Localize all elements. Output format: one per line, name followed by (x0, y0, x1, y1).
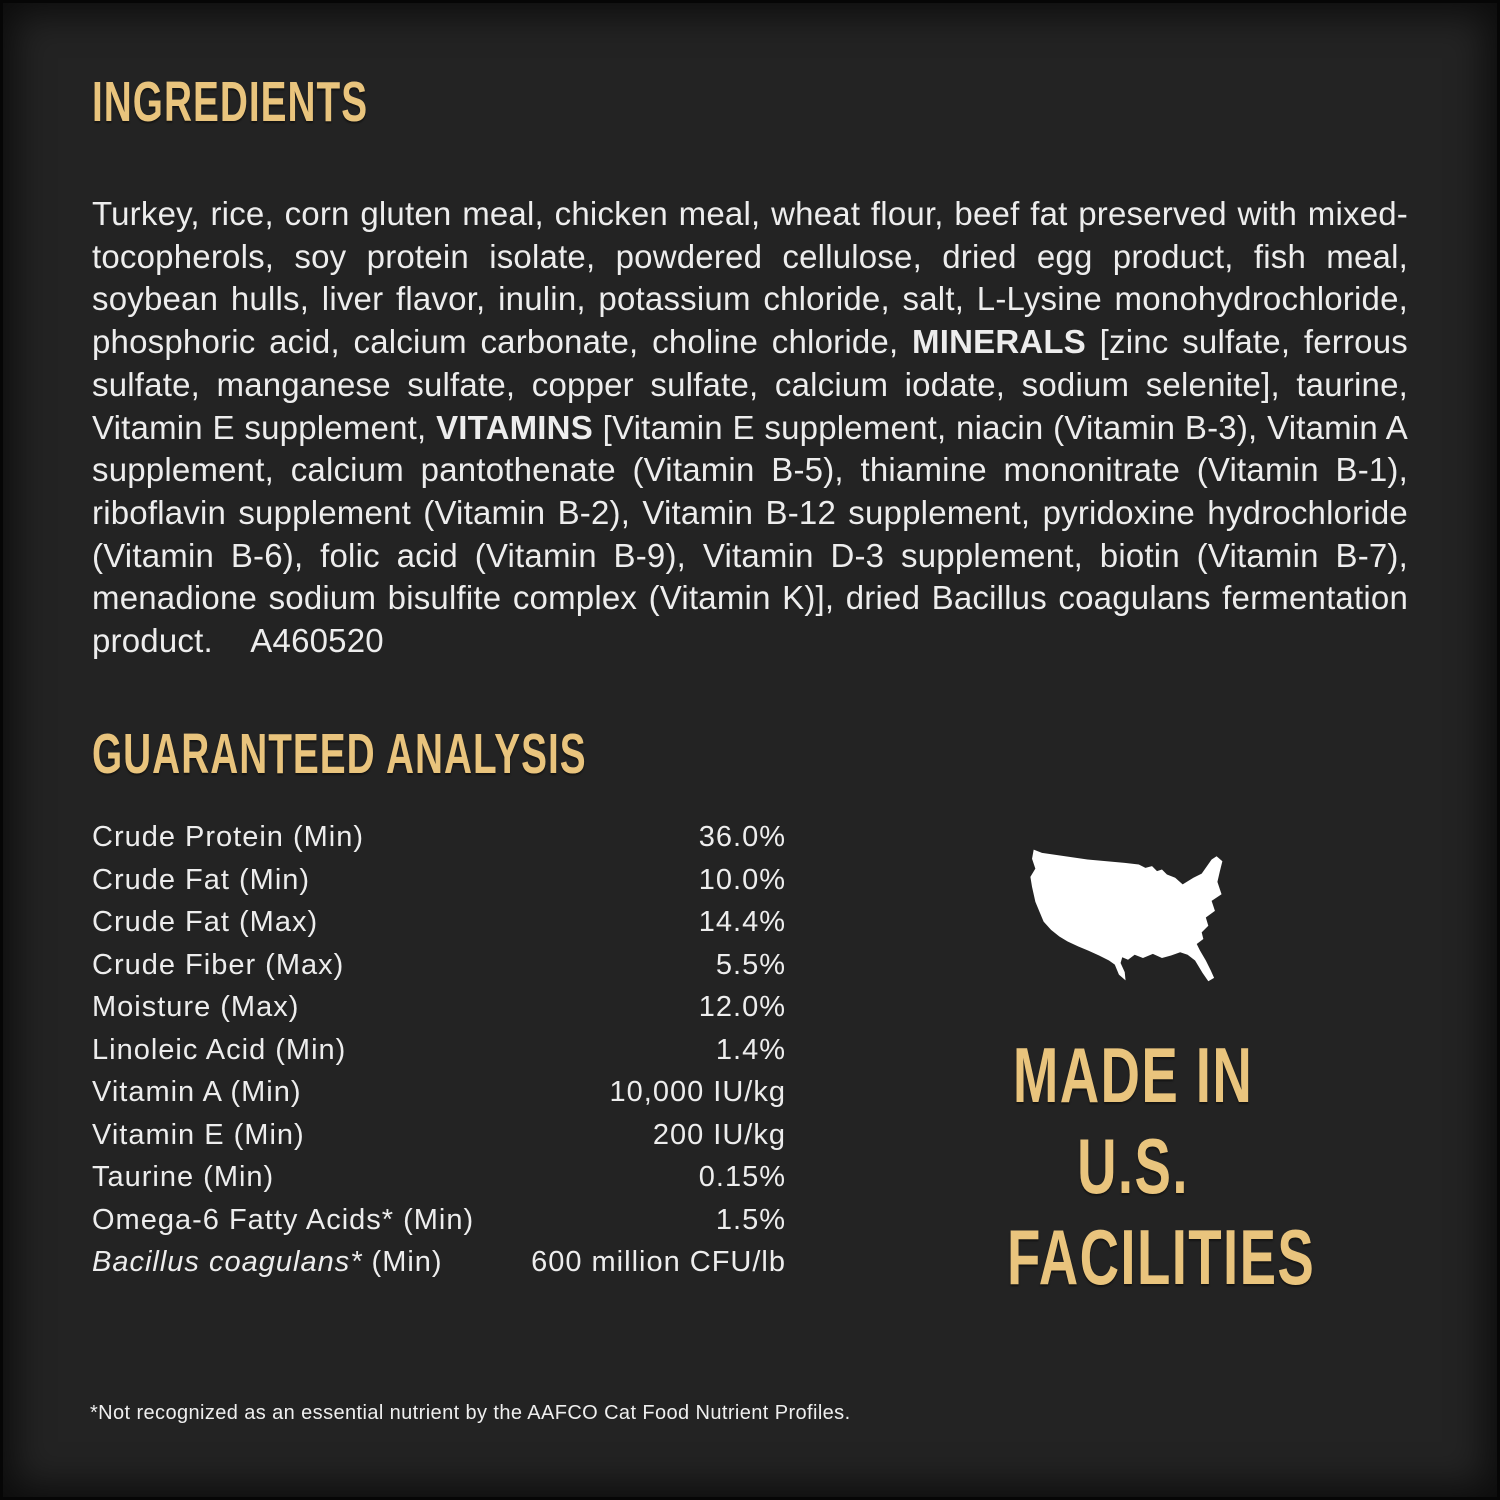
analysis-label: Crude Protein (Min) (92, 816, 364, 859)
analysis-row: Crude Fat (Min) 10.0% (92, 859, 786, 902)
analysis-label: Taurine (Min) (92, 1156, 274, 1199)
analysis-row: Omega-6 Fatty Acids* (Min) 1.5% (92, 1199, 786, 1242)
analysis-label: Vitamin E (Min) (92, 1114, 305, 1157)
analysis-label-text: Omega-6 Fatty Acids* (Min) (92, 1203, 475, 1236)
ingredients-category-label: MINERALS (912, 323, 1086, 361)
ingredients-run: Turkey, rice, corn gluten meal, chicken … (92, 195, 1408, 361)
analysis-label-text: (Min) (362, 1246, 443, 1278)
analysis-label: Crude Fat (Max) (92, 901, 318, 944)
guaranteed-analysis-heading: GUARANTEED ANALYSIS (92, 722, 587, 786)
analysis-value: 5.5% (715, 948, 786, 981)
ingredients-heading: INGREDIENTS (92, 70, 369, 134)
analysis-label-text: Taurine (Min) (92, 1161, 275, 1193)
ingredients-category-label: VITAMINS (436, 408, 593, 446)
analysis-label-text: Crude Protein (Min) (92, 821, 365, 853)
analysis-label: Bacillus coagulans* (Min) (92, 1241, 443, 1284)
analysis-row: Moisture (Max) 12.0% (92, 986, 786, 1029)
made-in-line: MADE IN (1012, 1031, 1254, 1119)
analysis-row: Vitamin E (Min) 200 IU/kg (92, 1114, 786, 1157)
ingredients-run: [zinc sulfate, ferrous sulfate, manganes… (92, 323, 1408, 446)
analysis-row: Bacillus coagulans* (Min) 600 million CFU… (92, 1241, 786, 1284)
analysis-value: 36.0% (698, 821, 786, 853)
usa-map-icon (1030, 849, 1223, 982)
analysis-value: 10.0% (698, 863, 786, 896)
analysis-label-text: Crude Fiber (Max) (92, 948, 345, 981)
analysis-row: Crude Fat (Max) 14.4% (92, 901, 786, 944)
made-in-text: MADE IN U.S. FACILITIES (953, 1030, 1316, 1303)
analysis-value: 200 IU/kg (652, 1118, 786, 1151)
made-in-line: U.S. (1077, 1122, 1189, 1210)
ingredients-run: [Vitamin E supplement, niacin (Vitamin B… (92, 408, 1408, 660)
analysis-label-text: Crude Fat (Min) (92, 863, 311, 896)
analysis-value: 1.5% (715, 1203, 786, 1236)
made-in-line: FACILITIES (1007, 1213, 1316, 1301)
analysis-row: Crude Fiber (Max) 5.5% (92, 944, 786, 987)
analysis-label: Omega-6 Fatty Acids* (Min) (92, 1199, 474, 1242)
analysis-label: Crude Fat (Min) (92, 859, 310, 902)
guaranteed-analysis-table: Crude Protein (Min) 36.0% Crude Fat (Min) 1… (92, 816, 786, 1284)
analysis-value: 14.4% (698, 906, 786, 938)
analysis-row: Crude Protein (Min) 36.0% (92, 816, 786, 859)
analysis-row: Vitamin A (Min) 10,000 IU/kg (92, 1071, 786, 1114)
analysis-label-text: Moisture (Max) (92, 991, 300, 1023)
ingredients-text: Turkey, rice, corn gluten meal, chicken … (92, 193, 1408, 663)
analysis-value: 10,000 IU/kg (609, 1076, 786, 1108)
analysis-label: Moisture (Max) (92, 986, 299, 1029)
analysis-value: 600 million CFU/lb (531, 1246, 786, 1278)
analysis-value: 12.0% (698, 991, 786, 1023)
analysis-label-text: Crude Fat (Max) (92, 906, 319, 938)
analysis-value: 0.15% (698, 1161, 786, 1193)
analysis-row: Taurine (Min) 0.15% (92, 1156, 786, 1199)
analysis-label: Crude Fiber (Max) (92, 944, 344, 987)
analysis-label: Vitamin A (Min) (92, 1071, 301, 1114)
analysis-label-text: Vitamin E (Min) (92, 1118, 305, 1151)
analysis-label-text: Vitamin A (Min) (92, 1076, 302, 1108)
analysis-value: 1.4% (715, 1033, 786, 1066)
aafco-footnote: *Not recognized as an essential nutrient… (90, 1402, 851, 1424)
analysis-label: Linoleic Acid (Min) (92, 1029, 346, 1072)
analysis-label-italic: Bacillus coagulans* (92, 1246, 363, 1278)
analysis-label-text: Linoleic Acid (Min) (92, 1033, 347, 1066)
analysis-row: Linoleic Acid (Min) 1.4% (92, 1029, 786, 1072)
made-in-us-block: MADE IN U.S. FACILITIES (953, 836, 1316, 1303)
